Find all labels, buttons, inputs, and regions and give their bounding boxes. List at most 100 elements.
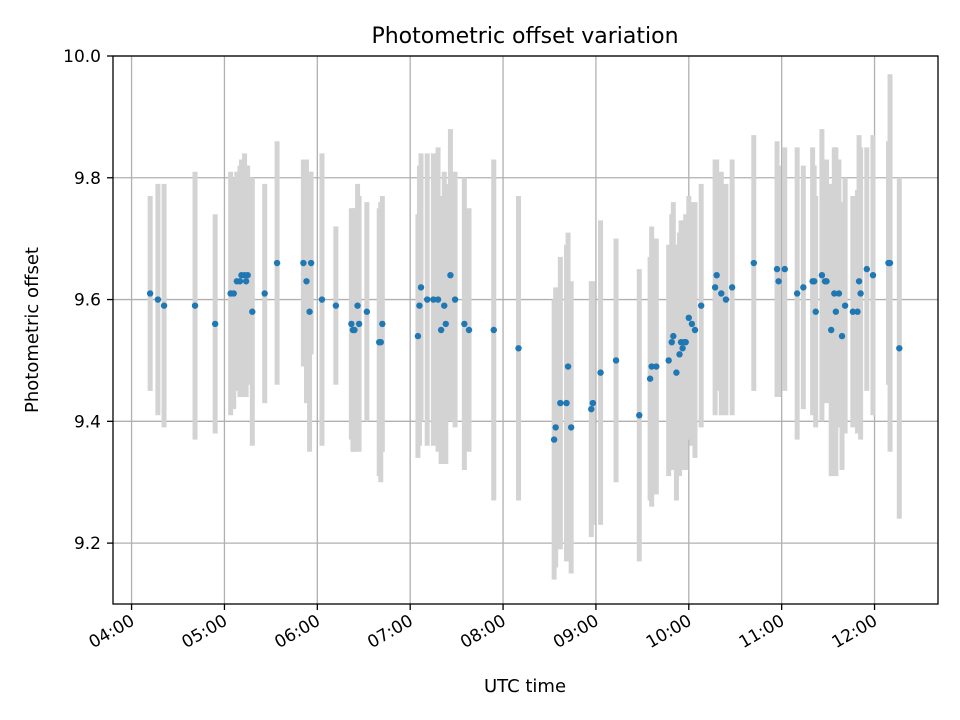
data-point [832,308,840,315]
data-point [461,320,468,328]
data-point [812,308,819,315]
data-point [437,326,445,334]
data-point [648,363,655,370]
data-point [557,399,564,407]
data-point [685,314,692,322]
data-point [441,302,448,309]
data-point [818,272,826,279]
axes-frame [112,55,939,605]
data-point [831,290,838,297]
data-point [750,259,758,267]
data-point [588,405,595,413]
data-point [810,278,818,285]
data-point [564,363,572,370]
y-tick-label: 9.2 [74,534,101,554]
data-point [849,308,857,315]
data-point [676,351,683,358]
data-point [589,399,597,407]
data-point [646,375,654,382]
data-point [465,326,473,334]
y-tick-label: 9.6 [74,291,101,311]
data-point [612,357,620,364]
data-point [417,284,425,291]
data-point [563,399,570,407]
data-point [307,259,315,267]
data-point [146,290,154,297]
data-point [379,320,386,328]
data-point [854,308,861,315]
data-point [781,265,788,273]
data-point [236,278,244,285]
point-layer [146,259,903,443]
x-axis-label: UTC time [484,676,566,697]
data-point [430,296,437,303]
data-point [442,320,449,328]
data-point [515,345,522,352]
data-point [363,308,371,315]
data-point [191,302,199,309]
data-point [670,332,677,340]
data-point [722,296,730,303]
data-point [249,308,256,315]
data-point [351,326,358,334]
y-tick-label: 9.8 [74,169,101,189]
data-point [800,284,807,291]
data-point [377,338,384,346]
data-point [697,302,705,309]
data-point [355,320,363,328]
data-point [688,320,696,328]
data-point [668,338,675,346]
data-point [665,357,672,364]
y-tick-label: 10.0 [63,47,101,67]
data-point [691,326,699,334]
data-point [354,302,361,309]
data-point [718,290,725,297]
data-point [332,302,340,309]
data-point [793,290,801,297]
data-point [679,345,686,352]
data-point [300,259,307,267]
data-point [414,332,422,340]
data-point [841,302,849,309]
data-point [869,272,877,279]
data-point [775,278,782,285]
data-point [682,338,689,346]
data-point [855,278,863,285]
data-point [552,424,559,431]
data-point [636,412,643,419]
data-point [597,369,604,376]
data-point [896,345,903,352]
data-point [154,296,162,303]
data-point [863,265,870,273]
data-point [242,278,250,285]
data-point [550,436,558,443]
data-point [490,326,497,334]
data-point [451,296,459,303]
data-point [711,284,719,291]
data-point [416,302,423,309]
data-point [827,326,835,334]
data-point [653,363,660,370]
data-point [835,290,843,297]
data-point [211,320,219,328]
data-point [823,278,830,285]
data-point [773,265,781,273]
data-point [303,278,310,285]
data-point [244,272,251,279]
data-point [447,272,454,279]
data-point [424,296,431,303]
data-point [857,290,864,297]
data-point [273,259,281,267]
data-point [713,272,720,279]
data-point [348,320,355,328]
data-point [230,290,237,297]
y-axis-label: Photometric offset [22,247,43,413]
data-point [673,369,680,376]
chart-title: Photometric offset variation [371,24,678,49]
data-point [886,259,894,267]
y-tick-label: 9.4 [74,412,101,432]
data-point [318,296,326,303]
data-point [306,308,313,315]
data-point [728,284,736,291]
